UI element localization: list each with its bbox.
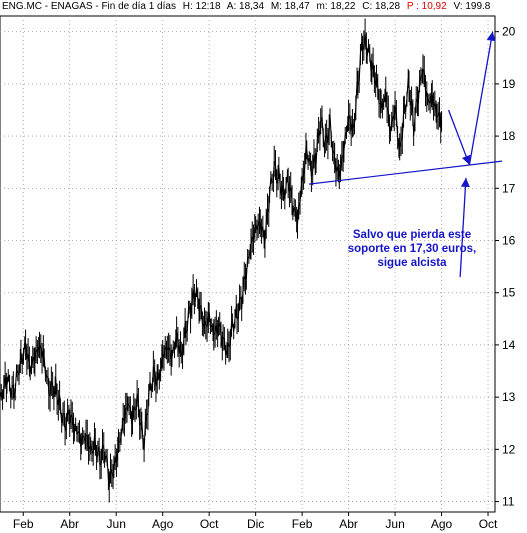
header-volume: V: 199.8: [453, 1, 491, 12]
x-tick-label-9: Ago: [431, 517, 453, 531]
header-open: A: 18,34: [226, 1, 265, 12]
y-tick-label-1: 12: [502, 442, 516, 456]
y-tick-label-2: 13: [502, 390, 516, 404]
header-symbol: ENG.MC - ENAGAS - Fin de día 1 días: [2, 1, 176, 12]
support-line: [309, 160, 503, 185]
y-tick-label-9: 20: [502, 25, 516, 39]
arrow-head-1: [486, 31, 496, 42]
annotation-line-1: Salvo que pierda este: [352, 229, 472, 241]
annotation-line-3: sigue alcista: [377, 257, 447, 269]
plot-frame: [0, 15, 496, 513]
y-tick-label-4: 15: [502, 286, 516, 300]
price-line-0: [0, 34, 443, 487]
y-tick-label-3: 14: [502, 338, 516, 352]
x-tick-label-7: Abr: [339, 517, 358, 531]
chart-header: ENG.MC - ENAGAS - Fin de día 1 días H: 1…: [2, 0, 527, 14]
arrow-shaft-1: [468, 31, 494, 165]
y-tick-label-6: 17: [502, 181, 516, 195]
x-tick-label-3: Ago: [152, 517, 174, 531]
x-tick-label-10: Oct: [479, 517, 498, 531]
y-tick-label-0: 11: [502, 495, 515, 509]
x-tick-label-2: Jun: [107, 517, 126, 531]
arrow-shaft-2: [459, 177, 467, 278]
y-tick-label-7: 18: [502, 129, 516, 143]
y-axis: 11 12 13 14 15 16 17 18 19 20: [495, 25, 516, 509]
arrow-head-2: [460, 177, 470, 188]
arrow-shaft-0: [447, 109, 471, 166]
arrow-head-0: [462, 154, 471, 165]
header-pct: P : 10,92: [406, 1, 447, 12]
x-tick-label-0: Feb: [13, 517, 34, 531]
header-max: M: 18,47: [270, 1, 310, 12]
header-min: m: 18,22: [316, 1, 356, 12]
annotation-line-2: soporte en 17,30 euros,: [347, 243, 477, 255]
price-series: [0, 18, 443, 503]
x-tick-label-4: Oct: [200, 517, 219, 531]
y-tick-label-5: 16: [502, 234, 516, 248]
x-axis: Feb Abr Jun Ago Oct Dic Feb Abr Jun Ago Oct: [13, 512, 498, 531]
x-tick-label-1: Abr: [60, 517, 79, 531]
x-tick-label-5: Dic: [247, 517, 264, 531]
x-tick-label-6: Feb: [292, 517, 313, 531]
x-tick-label-8: Jun: [385, 517, 404, 531]
header-high: H: 12:18: [182, 1, 221, 12]
annotation-overlays: [309, 31, 503, 278]
annotation-note: Salvo que pierda este soporte en 17,30 e…: [338, 228, 486, 270]
chart-grid: [0, 15, 496, 513]
y-tick-label-8: 19: [502, 77, 516, 91]
header-close: C: 18,28: [362, 1, 401, 12]
